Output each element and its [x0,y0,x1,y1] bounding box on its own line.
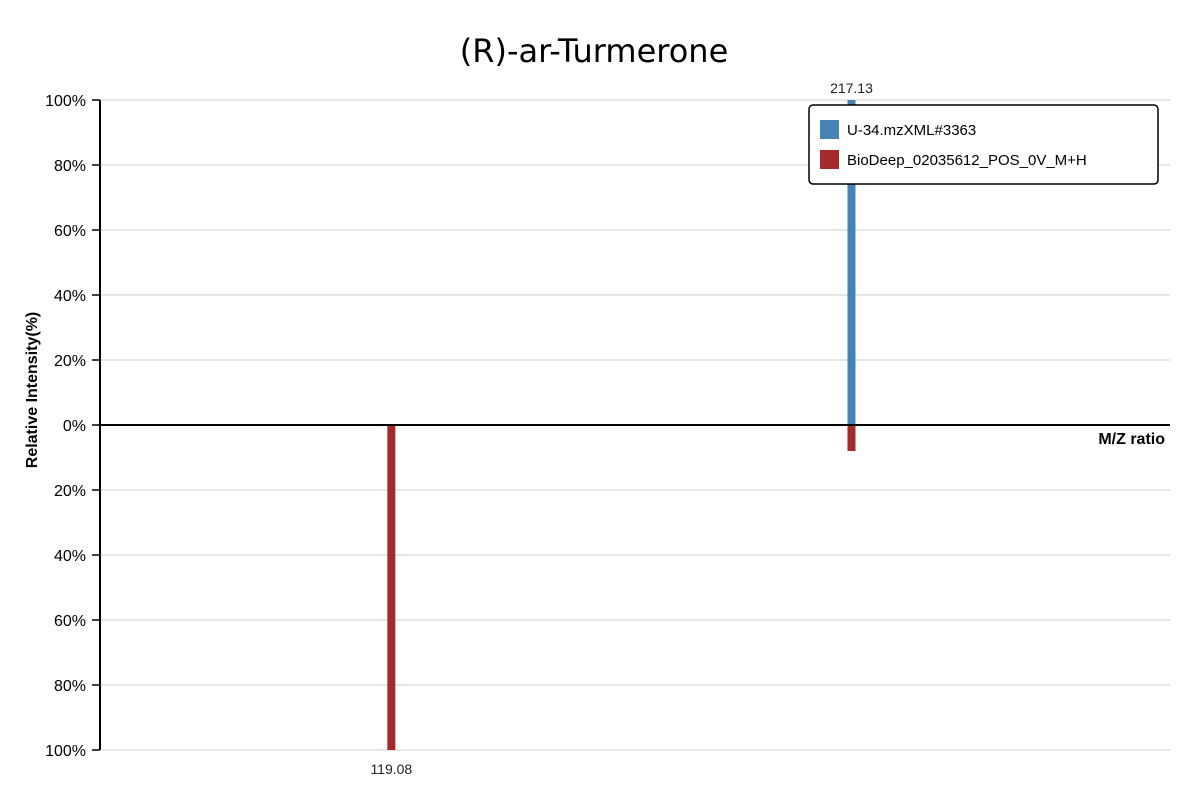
grid-lines [100,99,1170,751]
peak-bar [847,425,856,451]
legend-entry-series-1: U-34.mzXML#3363 [847,122,976,139]
y-tick-label: 40% [54,288,86,305]
peak-label: 119.08 [370,761,412,777]
y-tick-label: 40% [54,548,86,565]
peak-labels: 217.13 119.08 [370,80,873,777]
chart-title: (R)-ar-Turmerone [460,32,729,70]
y-tick-label: 100% [45,743,86,760]
y-tick-label: 60% [54,613,86,630]
y-axis-ticks: 100% 80% 60% 40% 20% 0% 20% 40% 60% 80% 100% [45,93,100,760]
y-tick-label: 80% [54,158,86,175]
y-tick-label: 0% [63,418,86,435]
peak-bar [387,425,396,750]
legend-swatch-series-1 [820,120,839,139]
peak-label: 217.13 [830,80,873,96]
legend: U-34.mzXML#3363 BioDeep_02035612_POS_0V_… [808,104,1159,185]
y-tick-label: 20% [54,483,86,500]
legend-entry-series-2: BioDeep_02035612_POS_0V_M+H [847,152,1087,169]
legend-swatch-series-2 [820,150,839,169]
y-axis-label: Relative Intensity(%) [24,312,41,468]
peak-bar [847,100,856,425]
y-tick-label: 60% [54,223,86,240]
x-axis-label: M/Z ratio [1098,431,1165,448]
legend-box [808,104,1159,185]
y-tick-label: 80% [54,678,86,695]
y-tick-label: 20% [54,353,86,370]
y-tick-label: 100% [45,93,86,110]
spectrum-peaks [387,100,856,750]
